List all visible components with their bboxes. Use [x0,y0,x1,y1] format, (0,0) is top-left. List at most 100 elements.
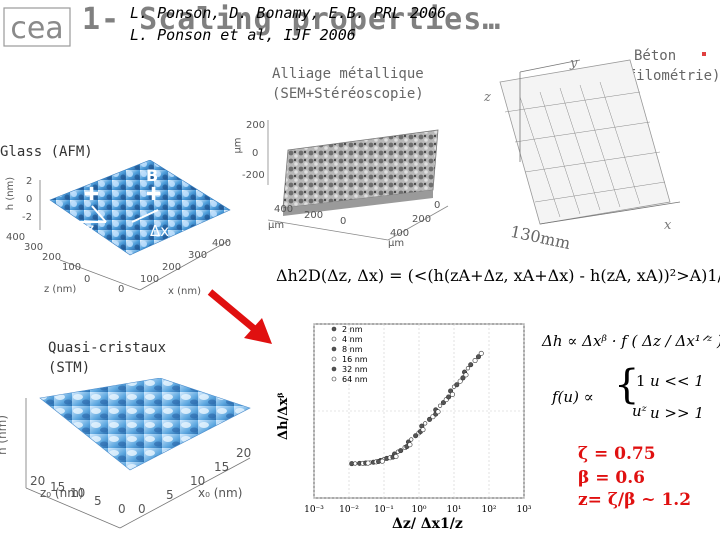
chart-point-4nm [409,437,414,442]
qc-x-tick-2: 5 [166,488,174,502]
glass-surface [39,159,231,291]
chart-legend-entry: 8 nm [342,345,363,354]
formula-main: Δh ∝ Δxᵝ · f ( Δz / Δx¹ᐟᶻ ) [542,332,720,350]
qc-z-tick-4: 5 [94,494,102,508]
qc-z-tick-3: 10 [70,486,86,500]
chart-legend-marker [331,336,337,342]
chart-point-64nm [393,453,399,459]
qc-x-tick-3: 10 [190,474,206,488]
glass-z-tick-3: 200 [42,252,62,263]
qc-x-tick-1: 0 [138,502,146,516]
glass-x-tick-1: 0 [118,284,125,295]
alloy-tick-v-2: 0 [252,148,259,159]
chart-x-tick: 10¹ [446,505,461,515]
glass-delta-z: Δz [76,220,95,238]
slide-title: 1- Scaling properties… [82,2,502,37]
alloy-tick-x-3: 0 [340,216,347,227]
exponent-beta: β = 0.6 [578,468,645,488]
chart-point-8nm [413,433,419,439]
qc-z-tick-2: 15 [50,480,66,494]
formula-cond1: u << 1 [650,372,704,390]
chart-legend-marker [331,366,337,372]
chart-x-tick: 10⁻² [339,505,359,515]
exponent-zeta: ζ = 0.75 [578,444,656,464]
concrete-marker [702,52,706,56]
correlation-equation: Δh2D(Δz, Δx) = (<(h(zA+Δz, xA+Δx) - h(zA… [276,266,720,285]
chart-point-32nm [446,394,452,400]
reference-1: L. Ponson, D. Bonamy, E.B. PRL 2006 [130,4,447,22]
alloy-method-label: (SEM+Stéréoscopie) [272,86,424,102]
glass-z-tick-1: 400 [6,232,26,243]
exponent-z: z= ζ/β ~ 1.2 [578,490,692,510]
scaling-chart: 10⁻³ 10⁻² 10⁻¹ 10⁰ 10¹ 10² 10³ 2 nm4 nm8 nm16 … [304,323,532,515]
quasicrystals-label: Quasi-cristaux [48,340,167,356]
logo-text: cea [10,11,63,46]
concrete-surface [499,59,681,225]
chart-point-32nm [460,375,466,381]
formula-cond2: u >> 1 [650,404,704,422]
chart-xlabel: Δz/ Δx1/z [392,516,463,532]
chart-legend-marker [331,376,337,382]
chart-point-4nm [465,366,471,371]
alloy-tick-z-1: 400 [390,228,410,239]
glass-h-tick-3: -2 [22,212,32,223]
glass-delta-x: Δx [150,222,170,240]
glass-x-tick-2: 100 [140,274,160,285]
alloy-tick-z-3: 0 [434,200,441,211]
alloy-unit-v: μm [232,137,244,154]
chart-legend-marker [331,326,337,332]
glass-z-axis: z (nm) [44,284,77,295]
glass-x-tick-5: 400 [212,238,232,249]
glass-point-b: B [146,166,159,185]
chart-x-tick: 10² [481,505,496,515]
qc-x-tick-5: 20 [236,446,252,460]
chart-point-8nm [468,362,474,368]
glass-x-axis: x (nm) [168,286,201,297]
chart-point-32nm [475,354,481,360]
alloy-surface [267,120,449,241]
alloy-tick-v-1: 200 [246,120,266,131]
chart-point-8nm [427,416,433,422]
chart-x-tick: 10⁰ [411,505,426,515]
alloy-panel: 200 0 -200 μm 400 200 0 μm 400 200 0 μm [228,110,458,250]
chart-point-8nm [398,448,404,454]
chart-point-16nm [472,358,478,364]
glass-point-a: A [84,166,97,185]
chart-legend-entry: 64 nm [342,375,368,384]
reference-2: L. Ponson et al, IJF 2006 [130,26,356,44]
formula-f-def: f(u) ∝ [552,388,594,406]
alloy-tick-v-3: -200 [242,170,265,181]
glass-cross-a-icon: ✚ [84,184,100,205]
qc-x-axis: x₀ (nm) [198,486,243,500]
cea-logo: cea [3,7,71,47]
chart-point-64nm [379,458,385,464]
chart-point-64nm [407,442,413,448]
chart-legend-entry: 2 nm [342,325,363,334]
concrete-axis-z: z [484,90,491,105]
alloy-unit-x: μm [268,220,285,231]
qc-z-tick-5: 0 [118,502,126,516]
concrete-panel: y z x 130mm [480,52,700,253]
concrete-axis-y: y [570,56,578,71]
chart-point-64nm [420,427,426,433]
chart-point-64nm [463,372,469,378]
formula-brace-icon: { [614,362,640,408]
glass-panel: A B ✚ ✚ Δz Δx h (nm) 2 0 -2 400 300 200 … [0,159,240,300]
chart-x-tick: 10³ [516,505,531,515]
alloy-unit-z: μm [388,238,405,249]
chart-point-64nm [449,391,455,397]
chart-x-tick: 10⁻³ [304,505,324,515]
chart-point-64nm [478,350,484,356]
qc-z-tick-1: 20 [30,474,46,488]
chart-legend-marker [331,346,337,352]
glass-z-tick-5: 0 [84,274,91,285]
glass-z-tick-4: 100 [62,262,82,273]
red-arrow-icon [207,289,272,344]
glass-x-tick-4: 300 [188,250,208,261]
chart-legend-entry: 16 nm [342,355,368,364]
glass-label: Glass (AFM) [0,144,93,160]
concrete-axis-x: x [664,218,672,233]
qc-x-tick-4: 15 [214,460,230,474]
glass-cross-b-icon: ✚ [146,184,162,205]
qc-h-axis: h (nm) [0,414,10,455]
